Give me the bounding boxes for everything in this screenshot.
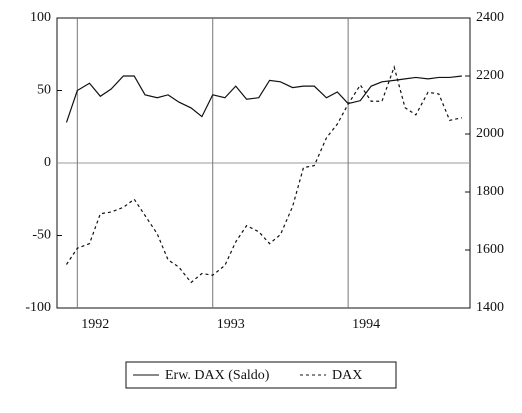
legend-box bbox=[125, 361, 397, 389]
legend-label: DAX bbox=[332, 368, 362, 383]
y2-tick-label: 1400 bbox=[476, 300, 504, 315]
y2-tick-label: 2400 bbox=[476, 10, 504, 25]
y-tick-label: 50 bbox=[37, 83, 51, 98]
x-tick-label: 1993 bbox=[217, 317, 245, 332]
y2-tick-label: 2200 bbox=[476, 68, 504, 83]
series-line bbox=[65, 75, 462, 123]
x-tick-label: 1994 bbox=[352, 317, 380, 332]
series-line bbox=[65, 64, 463, 284]
y-tick-label: -100 bbox=[25, 300, 51, 315]
x-tick-label: 1992 bbox=[81, 317, 109, 332]
y-tick-label: 100 bbox=[30, 10, 51, 25]
y2-tick-label: 2000 bbox=[476, 126, 504, 141]
y-tick-label: -50 bbox=[32, 228, 51, 243]
y2-tick-label: 1800 bbox=[476, 184, 504, 199]
legend-label: Erw. DAX (Saldo) bbox=[165, 368, 270, 383]
y2-tick-label: 1600 bbox=[476, 242, 504, 257]
y-tick-label: 0 bbox=[44, 155, 51, 170]
